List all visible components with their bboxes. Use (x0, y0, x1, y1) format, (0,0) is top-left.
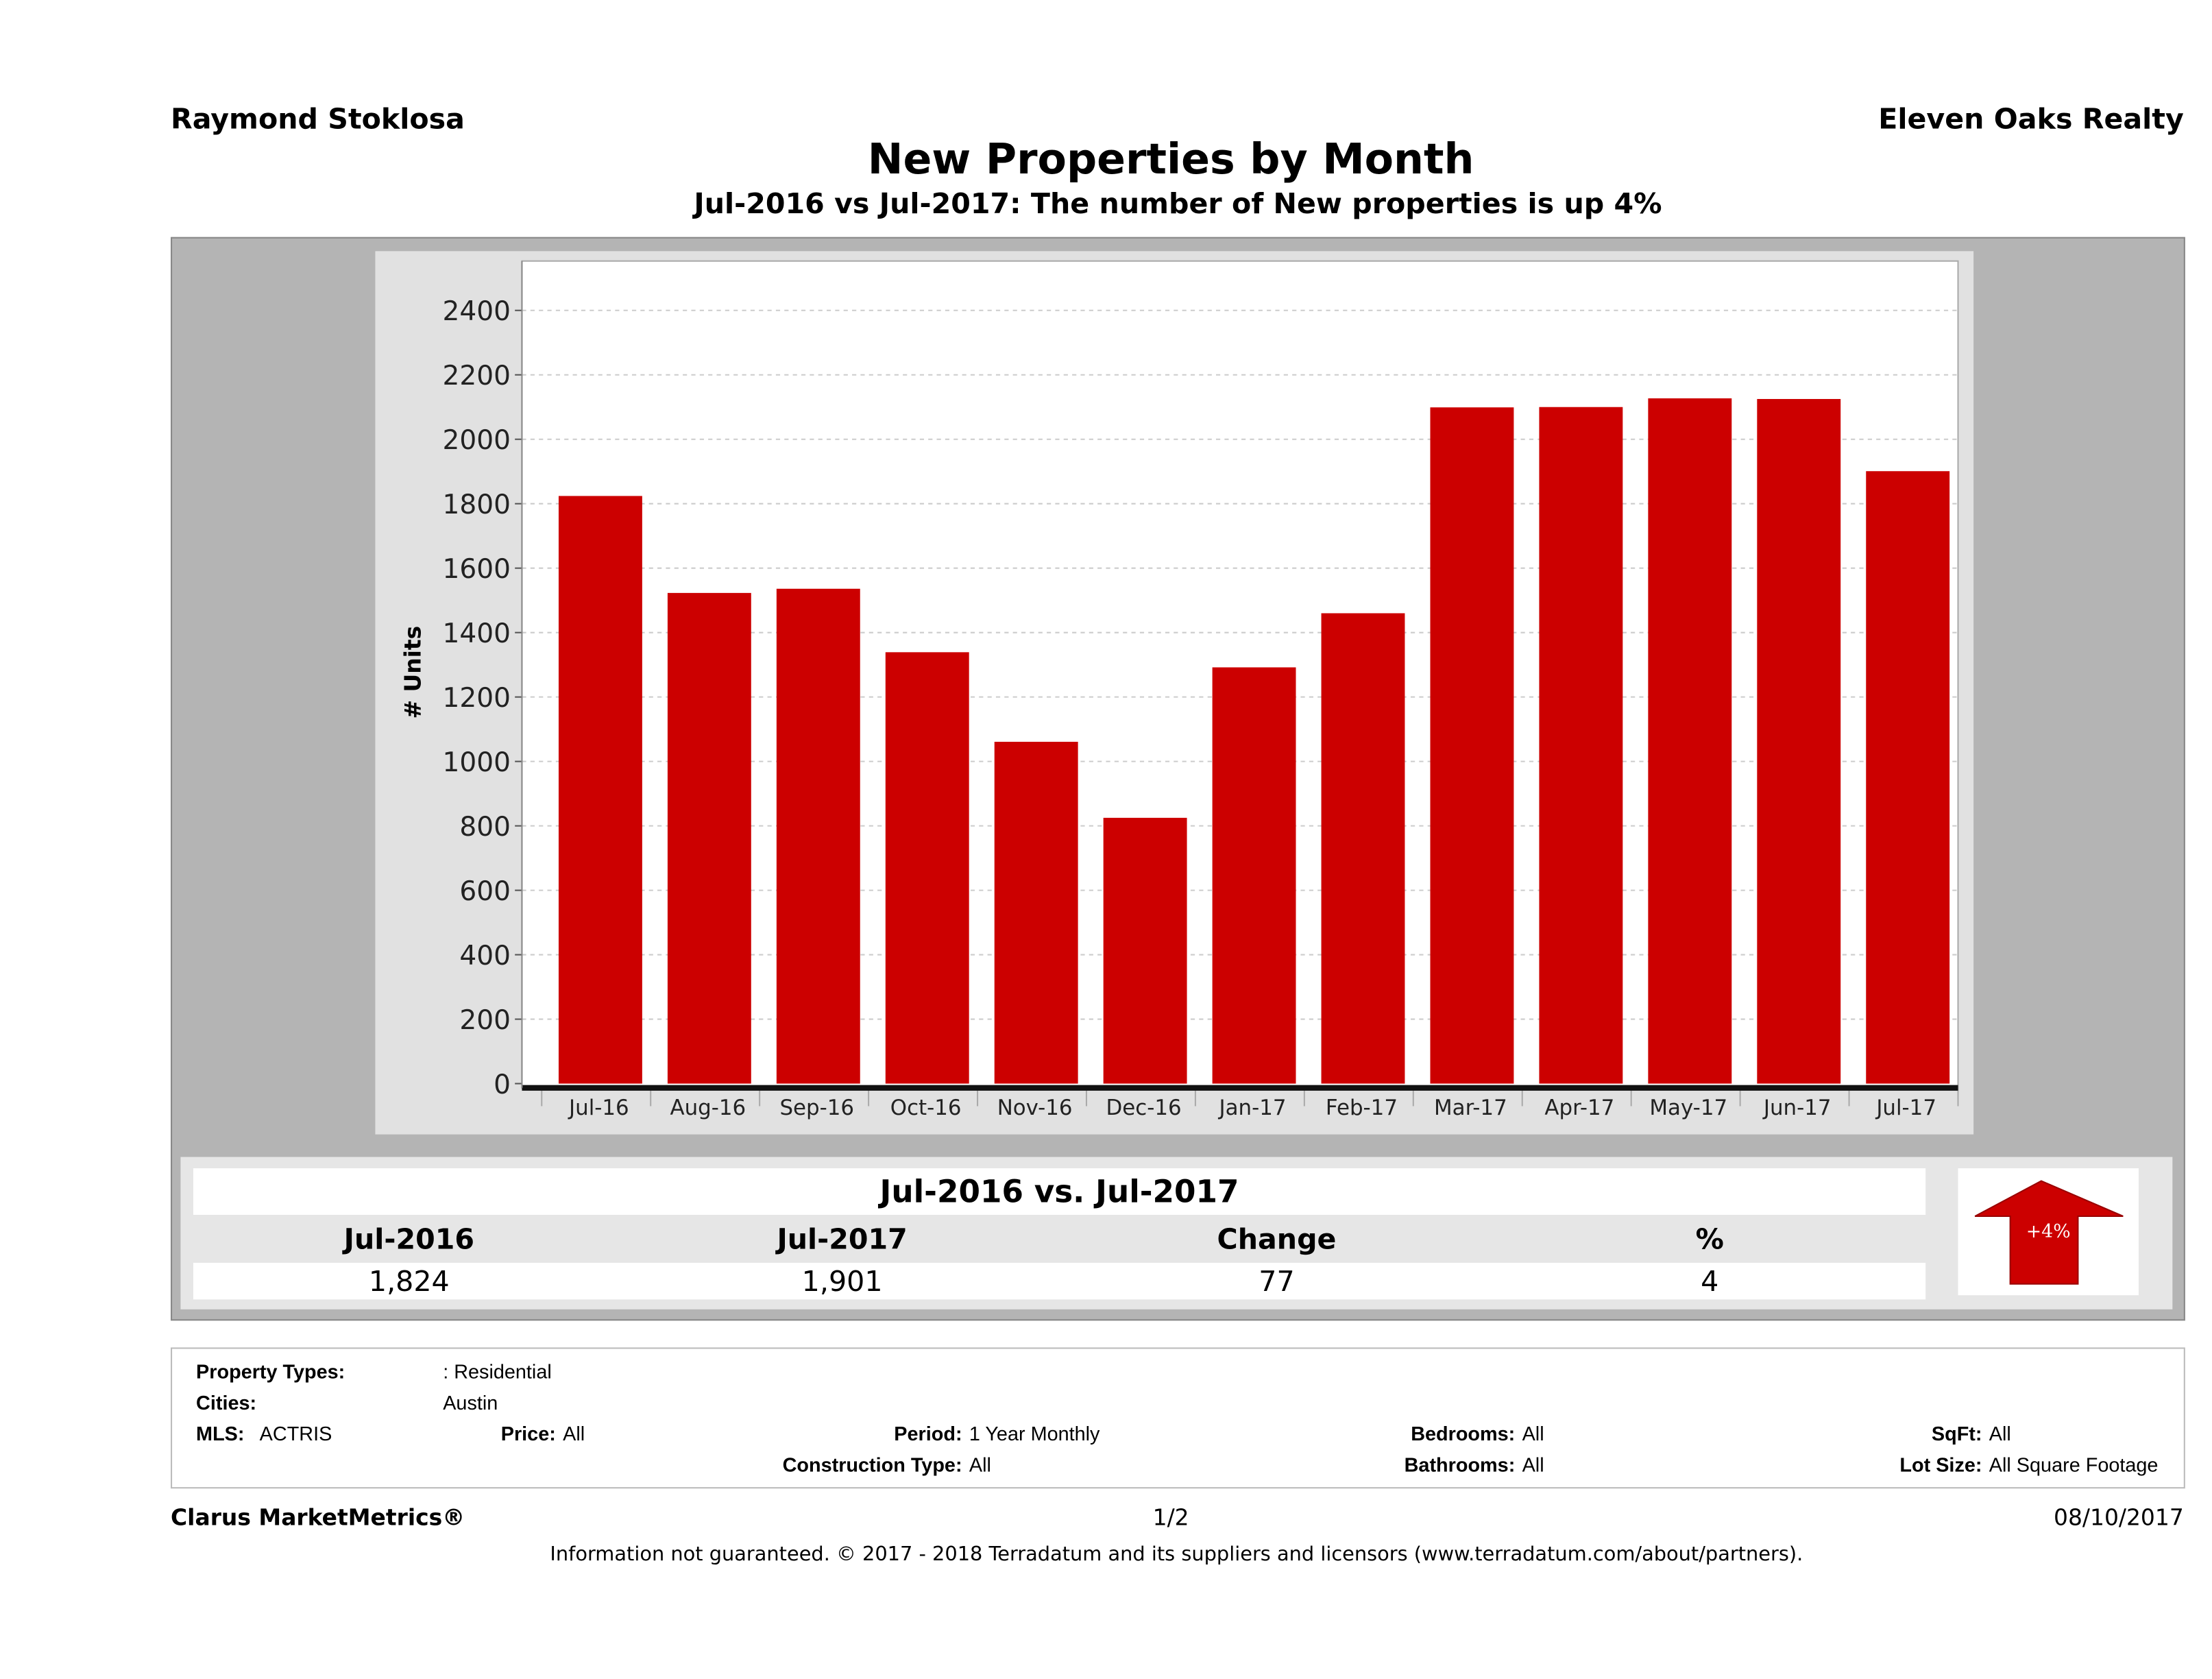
filter-value: All (1522, 1453, 1544, 1476)
y-tick-label: 1000 (442, 747, 511, 778)
x-tick-label: Mar-17 (1434, 1096, 1507, 1120)
summary-value-percent: 4 (1701, 1264, 1719, 1298)
bar-chart: 0 200 400 600 800 1000 1200 1400 1600 1800 2000 220… (399, 260, 1959, 1120)
filters-box: Property Types: : Residential Cities: Au… (171, 1347, 2185, 1489)
filter-sqft: SqFt: All (1865, 1422, 2011, 1445)
bar (1321, 613, 1405, 1084)
filter-value: Austin (443, 1391, 498, 1414)
x-tick-label: Nov-16 (997, 1096, 1073, 1120)
bar (1648, 398, 1732, 1084)
agent-name: Raymond Stoklosa (171, 101, 465, 136)
summary-value-jul-2017: 1,901 (801, 1264, 883, 1298)
filter-label: Cities: (196, 1391, 257, 1414)
bar (885, 652, 969, 1084)
filter-property-types: Property Types: : Residential (196, 1360, 552, 1383)
filter-label: MLS: (196, 1422, 245, 1445)
bar (994, 741, 1078, 1084)
summary-col-jul-2017: Jul-2017 (777, 1222, 908, 1256)
y-tick-label: 600 (459, 876, 511, 907)
filter-cities: Cities: Austin (196, 1391, 498, 1414)
x-tick-label: Feb-17 (1326, 1096, 1398, 1120)
filter-label: Lot Size: (1899, 1453, 1982, 1476)
y-tick-label: 2000 (442, 425, 511, 456)
bar (558, 496, 642, 1084)
filter-label: SqFt: (1931, 1422, 1982, 1445)
filter-label: Construction Type: (782, 1453, 962, 1476)
page-title: New Properties by Month (867, 135, 1474, 185)
y-tick-label: 1200 (442, 683, 511, 714)
brokerage-name: Eleven Oaks Realty (1878, 101, 2184, 136)
x-tick-label: Jul-17 (1875, 1096, 1936, 1120)
x-tick-label: Apr-17 (1544, 1096, 1614, 1120)
summary-col-jul-2016: Jul-2016 (343, 1222, 475, 1256)
bar (1866, 471, 1950, 1084)
filter-value: All (1989, 1422, 2011, 1445)
filter-label: Property Types: (196, 1360, 345, 1383)
x-tick-label: Oct-16 (890, 1096, 962, 1120)
filter-construction-type: Construction Type: All (764, 1453, 991, 1476)
report-date: 08/10/2017 (2053, 1503, 2184, 1531)
x-tick-label: May-17 (1649, 1096, 1727, 1120)
summary-col-change: Change (1217, 1222, 1337, 1256)
filter-price: Price: All (454, 1422, 585, 1445)
bar (1539, 407, 1623, 1084)
bar (1430, 407, 1514, 1084)
summary-heading-row: Jul-2016 vs. Jul-2017 (193, 1168, 1926, 1215)
bar (1103, 817, 1187, 1084)
x-tick-label: Dec-16 (1106, 1096, 1182, 1120)
bar (776, 588, 860, 1084)
summary-col-percent: % (1695, 1222, 1724, 1256)
y-tick-label: 2400 (442, 296, 511, 327)
y-axis-label: # Units (399, 626, 426, 719)
y-tick-label: 0 (494, 1070, 511, 1100)
summary-values-row: 1,824 1,901 77 4 (193, 1262, 1926, 1300)
summary-heading: Jul-2016 vs. Jul-2017 (879, 1175, 1239, 1211)
filter-label: Price: (500, 1422, 556, 1445)
summary-value-jul-2016: 1,824 (368, 1264, 450, 1298)
bar (667, 592, 751, 1084)
filter-period: Period: 1 Year Monthly (764, 1422, 1099, 1445)
x-tick-label: Aug-16 (670, 1096, 746, 1120)
y-tick-label: 1800 (442, 490, 511, 520)
filter-label: Bedrooms: (1411, 1422, 1516, 1445)
y-tick-label: 2200 (442, 361, 511, 391)
filter-bedrooms: Bedrooms: All (1371, 1422, 1544, 1445)
y-tick-label: 800 (459, 812, 511, 843)
y-tick-label: 1600 (442, 554, 511, 585)
filter-value: : Residential (443, 1360, 552, 1383)
disclaimer: Information not guaranteed. © 2017 - 201… (550, 1543, 1803, 1567)
filter-value: All (563, 1422, 585, 1445)
filter-label: Period: (894, 1422, 962, 1445)
filter-value: 1 Year Monthly (969, 1422, 1100, 1445)
bar (1757, 398, 1841, 1084)
change-badge-label: +4% (2026, 1222, 2071, 1244)
x-tick-label: Jul-16 (568, 1096, 629, 1120)
page-number: 1/2 (1152, 1503, 1189, 1531)
change-badge: +4% (1958, 1168, 2139, 1296)
up-arrow-icon (1974, 1180, 2124, 1285)
filter-value: All (969, 1453, 991, 1476)
x-tick-label: Jan-17 (1218, 1096, 1287, 1120)
filter-bathrooms: Bathrooms: All (1371, 1453, 1544, 1476)
filter-lot-size: Lot Size: All Square Footage (1865, 1453, 2159, 1476)
summary-table: Jul-2016 vs. Jul-2017 Jul-2016 Jul-2017 … (180, 1157, 2173, 1309)
filter-value: All Square Footage (1989, 1453, 2159, 1476)
y-tick-label: 1400 (442, 618, 511, 649)
y-tick-label: 400 (459, 941, 511, 971)
product-name: Clarus MarketMetrics® (171, 1503, 465, 1531)
x-tick-label: Jun-17 (1762, 1096, 1832, 1120)
filter-value: ACTRIS (259, 1422, 332, 1445)
filter-value: All (1522, 1422, 1544, 1445)
filter-mls: MLS: ACTRIS (196, 1422, 332, 1445)
y-tick-label: 200 (459, 1005, 511, 1036)
filter-label: Bathrooms: (1404, 1453, 1516, 1476)
bar (1212, 667, 1296, 1084)
page-subtitle: Jul-2016 vs Jul-2017: The number of New … (694, 186, 1662, 221)
x-tick-label: Sep-16 (779, 1096, 854, 1120)
summary-value-change: 77 (1259, 1264, 1295, 1298)
